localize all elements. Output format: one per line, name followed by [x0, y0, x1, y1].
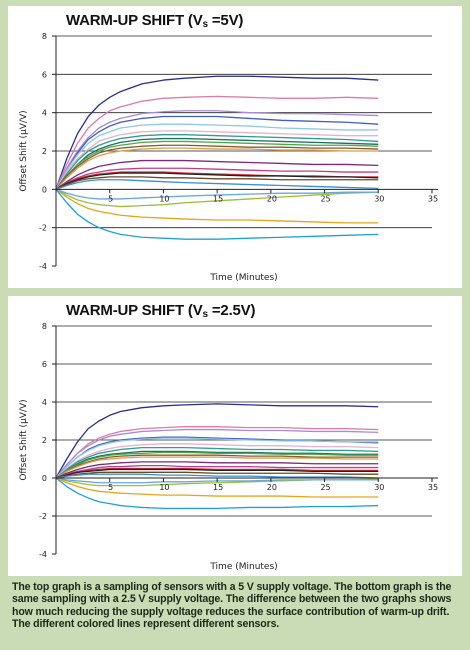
x-tick-label: 30: [374, 194, 384, 203]
y-axis-label: Offset Shift (µV/V): [19, 399, 29, 480]
series-line-17: [55, 179, 379, 190]
series-line-3: [55, 110, 379, 190]
series-line-19: [55, 188, 379, 200]
series-line-9: [55, 140, 379, 190]
x-tick-label: 35: [428, 483, 438, 492]
series-line-17: [55, 473, 379, 479]
series-line-16: [55, 471, 379, 479]
series-line-6: [55, 443, 379, 479]
x-tick-label: 10: [159, 194, 169, 203]
series-line-20: [55, 188, 379, 224]
x-tick-label: 30: [374, 483, 384, 492]
series-line-1: [55, 75, 379, 190]
x-tick-label: 5: [108, 194, 113, 203]
x-tick-label: 5: [108, 483, 113, 492]
series-line-18: [55, 188, 379, 208]
series-line-19: [55, 477, 379, 484]
y-tick-label: 0: [42, 185, 47, 194]
series-line-3: [55, 428, 379, 479]
series-line-2: [55, 426, 379, 479]
y-axis-label: Offset Shift (µV/V): [19, 110, 29, 191]
y-tick-label: -4: [39, 550, 47, 559]
series-line-7: [55, 134, 379, 190]
y-tick-label: 2: [42, 436, 47, 445]
series-line-16: [55, 176, 379, 190]
series-line-10: [55, 454, 379, 479]
series-line-15: [55, 172, 379, 190]
x-tick-label: 15: [213, 194, 223, 203]
series-line-9: [55, 451, 379, 479]
y-tick-label: 8: [42, 32, 47, 41]
x-tick-label: 20: [267, 483, 277, 492]
y-tick-label: 2: [42, 147, 47, 156]
series-line-2: [55, 95, 379, 190]
series-line-11: [55, 456, 379, 479]
y-tick-label: -2: [39, 224, 47, 233]
y-tick-label: 6: [42, 360, 47, 369]
top-chart-panel: WARM-UP SHIFT (Vs =5V) 8 6 4 2 0 -2 -4 5 10 15 20 2…: [8, 6, 462, 288]
series-line-5: [55, 123, 379, 190]
x-tick-label: 25: [320, 194, 330, 203]
series-line-21: [55, 477, 379, 510]
series-line-6: [55, 130, 379, 190]
bottom-chart-panel: WARM-UP SHIFT (Vs =2.5V) 8 6 4 2 0 -2 -4 5 10 15 2…: [8, 296, 462, 576]
series-line-10: [55, 144, 379, 190]
x-axis-label: Time (Minutes): [209, 562, 277, 572]
y-tick-label: 0: [42, 474, 47, 483]
series-line-11: [55, 147, 379, 190]
x-tick-label: 25: [320, 483, 330, 492]
series-line-1: [55, 403, 379, 479]
series-line-7: [55, 446, 379, 479]
series-line-8: [55, 450, 379, 479]
series-line-4: [55, 115, 379, 190]
series-line-12: [55, 159, 379, 190]
top-chart-title: WARM-UP SHIFT (Vs =5V): [66, 12, 244, 30]
y-tick-label: 4: [42, 398, 47, 407]
series-line-12: [55, 461, 379, 479]
series-line-20: [55, 477, 379, 498]
x-tick-label: 20: [267, 194, 277, 203]
series-line-15: [55, 468, 379, 479]
bottom-chart-title: WARM-UP SHIFT (Vs =2.5V): [66, 302, 256, 320]
y-tick-label: -4: [39, 262, 47, 271]
x-tick-label: 10: [159, 483, 169, 492]
y-tick-label: 6: [42, 70, 47, 79]
series-line-13: [55, 465, 379, 479]
series-line-13: [55, 167, 379, 190]
x-axis-label: Time (Minutes): [209, 273, 277, 283]
y-tick-label: 4: [42, 109, 47, 118]
figure-caption: The top graph is a sampling of sensors w…: [12, 581, 452, 631]
y-tick-label: 8: [42, 322, 47, 331]
y-tick-label: -2: [39, 512, 47, 521]
series-line-21: [55, 188, 379, 240]
x-tick-label: 15: [213, 483, 223, 492]
x-tick-label: 35: [428, 194, 438, 203]
series-line-5: [55, 437, 379, 479]
series-line-8: [55, 137, 379, 190]
